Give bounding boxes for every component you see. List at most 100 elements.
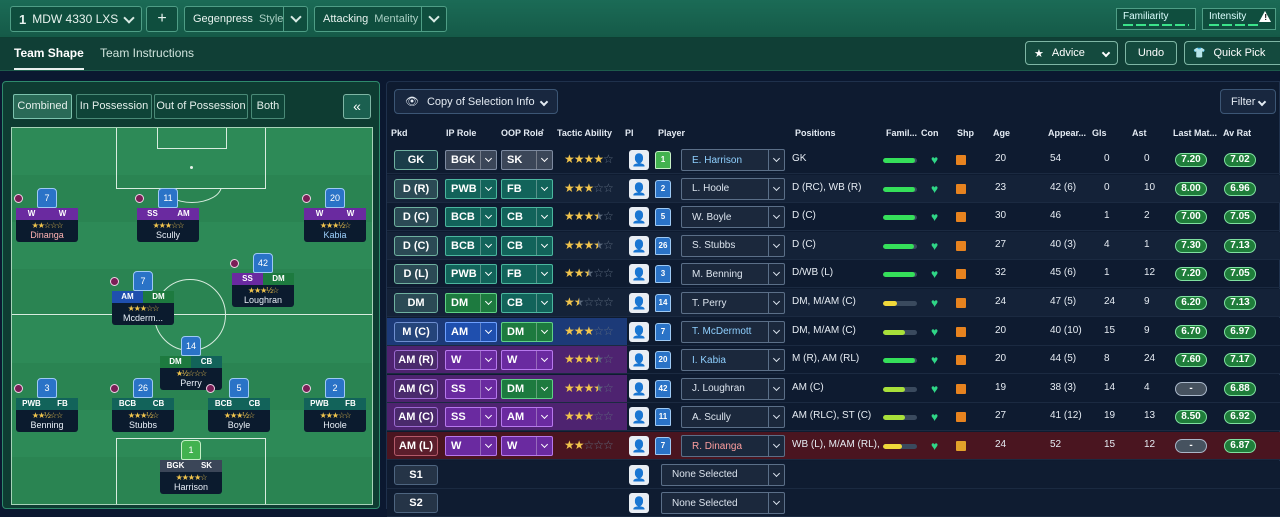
oop-role-select[interactable]: CB xyxy=(501,235,553,256)
player-instructions-icon[interactable]: 👤 xyxy=(629,493,649,514)
picked-position[interactable]: AM (C) xyxy=(394,378,438,399)
table-row[interactable]: M (C) AM DM ★★★☆☆ 👤 7 T. McDermott DM, M/AM (C)… xyxy=(387,317,1280,346)
col-gls[interactable]: Gls xyxy=(1092,128,1107,138)
ip-role-select[interactable]: W xyxy=(445,350,497,371)
toggle-out-of-possession[interactable]: Out of Possession xyxy=(154,94,248,119)
col-appearances[interactable]: Appear... xyxy=(1048,128,1087,138)
quick-pick-button[interactable]: 👕 Quick Pick xyxy=(1184,41,1280,65)
player-select[interactable]: J. Loughran xyxy=(681,377,785,400)
col-familiarity[interactable]: Famil... xyxy=(886,128,918,138)
player-select[interactable]: None Selected xyxy=(661,492,785,515)
col-positions[interactable]: Positions xyxy=(795,128,836,138)
col-oop-role[interactable]: OOP Role xyxy=(501,128,543,138)
player-card-scully[interactable]: 11 SS AM ★★★☆☆ Scully xyxy=(135,188,199,242)
oop-role-select[interactable]: W xyxy=(501,436,553,456)
table-row[interactable]: AM (R) W W ★★★★☆ 👤 20 I. Kabia M (R), AM (RL) ♥ 2… xyxy=(387,346,1280,375)
ip-role-select[interactable]: SS xyxy=(445,407,497,428)
player-card-boyle[interactable]: 5 BCB CB ★★★½☆ Boyle xyxy=(206,378,270,432)
undo-button[interactable]: Undo xyxy=(1125,41,1177,65)
ip-role-select[interactable]: BCB xyxy=(445,207,497,228)
player-select[interactable]: E. Harrison xyxy=(681,149,785,171)
mentality-selector[interactable]: Attacking Mentality xyxy=(314,6,447,32)
table-row[interactable]: D (C) BCB CB ★★★★☆ 👤 26 S. Stubbs D (C) ♥ 27 40 (3… xyxy=(387,231,1280,260)
col-last-match[interactable]: Last Mat... xyxy=(1173,128,1218,138)
col-ast[interactable]: Ast xyxy=(1132,128,1147,138)
collapse-panel-button[interactable]: « xyxy=(343,94,371,119)
player-instructions-icon[interactable]: 👤 xyxy=(629,264,649,285)
picked-position[interactable]: AM (R) xyxy=(394,350,438,371)
player-instructions-icon[interactable]: 👤 xyxy=(629,436,649,456)
col-tactic-ability[interactable]: Tactic Ability xyxy=(557,128,613,138)
sub-slot[interactable]: S2 xyxy=(394,493,438,514)
oop-role-select[interactable]: W xyxy=(501,350,553,371)
player-card-perry[interactable]: 14 DM CB ★½☆☆☆ Perry xyxy=(160,336,222,390)
ip-role-select[interactable]: PWB xyxy=(445,178,497,199)
player-select[interactable]: S. Stubbs xyxy=(681,234,785,257)
player-card-benning[interactable]: 3 PWB FB ★★½☆☆ Benning xyxy=(14,378,78,432)
ip-role-select[interactable]: W xyxy=(445,436,497,456)
col-shp[interactable]: Shp xyxy=(957,128,974,138)
sub-slot[interactable]: S1 xyxy=(394,464,438,485)
oop-role-select[interactable]: CB xyxy=(501,207,553,228)
table-row[interactable]: D (C) BCB CB ★★★★☆ 👤 5 W. Boyle D (C) ♥ 30 46 1 2 7.0… xyxy=(387,203,1280,232)
oop-role-select[interactable]: FB xyxy=(501,178,553,199)
advice-button[interactable]: ★ Advice xyxy=(1025,41,1118,65)
picked-position[interactable]: M (C) xyxy=(394,321,438,342)
oop-role-select[interactable]: FB xyxy=(501,264,553,285)
ip-role-select[interactable]: BGK xyxy=(445,150,497,170)
oop-role-select[interactable]: CB xyxy=(501,293,553,313)
player-instructions-icon[interactable]: 👤 xyxy=(629,293,649,313)
table-row[interactable]: AM (C) SS AM ★★★☆☆ 👤 11 A. Scully AM (RLC), ST … xyxy=(387,403,1280,432)
player-select[interactable]: None Selected xyxy=(661,463,785,486)
player-card-harrison[interactable]: 1 BGK SK ★★★★☆ Harrison xyxy=(160,440,222,494)
table-row[interactable]: GK BGK SK ★★★★☆ 👤 1 E. Harrison GK ♥ 20 54 0 0 7.20 7.… xyxy=(387,146,1280,174)
table-row[interactable]: D (L) PWB FB ★★★☆☆ 👤 3 M. Benning D/WB (L) ♥ 32 45… xyxy=(387,260,1280,289)
tab-team-instructions[interactable]: Team Instructions xyxy=(100,46,195,60)
player-instructions-icon[interactable]: 👤 xyxy=(629,464,649,485)
player-instructions-icon[interactable]: 👤 xyxy=(629,350,649,371)
picked-position[interactable]: D (R) xyxy=(394,178,438,199)
familiarity-meter[interactable]: Familiarity xyxy=(1116,8,1196,30)
col-ip-role[interactable]: IP Role xyxy=(446,128,477,138)
player-card-hoole[interactable]: 2 PWB FB ★★★☆☆ Hoole xyxy=(302,378,366,432)
intensity-meter[interactable]: Intensity ! xyxy=(1202,8,1276,30)
player-card-loughran[interactable]: 42 SS DM ★★★½☆ Loughran xyxy=(230,253,294,307)
toggle-in-possession[interactable]: In Possession xyxy=(76,94,152,119)
ip-role-select[interactable]: AM xyxy=(445,321,497,342)
oop-role-select[interactable]: DM xyxy=(501,321,553,342)
table-row[interactable]: AM (L) W W ★★☆☆☆ 👤 7 R. Dinanga WB (L), M/AM (R… xyxy=(387,432,1280,460)
tactic-selector[interactable]: 1 MDW 4330 LXS xyxy=(10,6,142,32)
picked-position[interactable]: D (C) xyxy=(394,207,438,228)
player-select[interactable]: R. Dinanga xyxy=(681,435,785,457)
player-select[interactable]: A. Scully xyxy=(681,406,785,429)
table-row[interactable]: D (R) PWB FB ★★★☆☆ 👤 2 L. Hoole D (RC), WB (R) ♥… xyxy=(387,174,1280,203)
ip-role-select[interactable]: PWB xyxy=(445,264,497,285)
toggle-combined[interactable]: Combined xyxy=(13,94,72,119)
table-row[interactable]: DM DM CB ★★☆☆☆ 👤 14 T. Perry DM, M/AM (C) ♥ 24 47 … xyxy=(387,289,1280,317)
style-selector[interactable]: Gegenpress Style xyxy=(184,6,308,32)
player-instructions-icon[interactable]: 👤 xyxy=(629,235,649,256)
player-card-stubbs[interactable]: 26 BCB CB ★★★½☆ Stubbs xyxy=(110,378,174,432)
player-instructions-icon[interactable]: 👤 xyxy=(629,150,649,170)
picked-position[interactable]: GK xyxy=(394,150,438,170)
col-con[interactable]: Con xyxy=(921,128,939,138)
picked-position[interactable]: D (C) xyxy=(394,235,438,256)
player-instructions-icon[interactable]: 👤 xyxy=(629,378,649,399)
player-card-mcdermott[interactable]: 7 AM DM ★★★☆☆ Mcderm... xyxy=(110,271,174,325)
col-pi[interactable]: PI xyxy=(625,128,634,138)
oop-role-select[interactable]: SK xyxy=(501,150,553,170)
add-tactic-button[interactable]: + xyxy=(146,6,178,32)
picked-position[interactable]: D (L) xyxy=(394,264,438,285)
selection-info-dropdown[interactable]: 👁 Copy of Selection Info xyxy=(394,89,558,114)
col-age[interactable]: Age xyxy=(993,128,1011,138)
ip-role-select[interactable]: SS xyxy=(445,378,497,399)
col-pkd[interactable]: Pkd xyxy=(391,128,408,138)
player-instructions-icon[interactable]: 👤 xyxy=(629,321,649,342)
sub-row[interactable]: S2 👤 None Selected xyxy=(387,489,1280,517)
picked-position[interactable]: DM xyxy=(394,293,438,313)
player-select[interactable]: I. Kabia xyxy=(681,349,785,372)
player-instructions-icon[interactable]: 👤 xyxy=(629,407,649,428)
table-row[interactable]: AM (C) SS DM ★★★★☆ 👤 42 J. Loughran AM (C) ♥ 19 38… xyxy=(387,374,1280,403)
